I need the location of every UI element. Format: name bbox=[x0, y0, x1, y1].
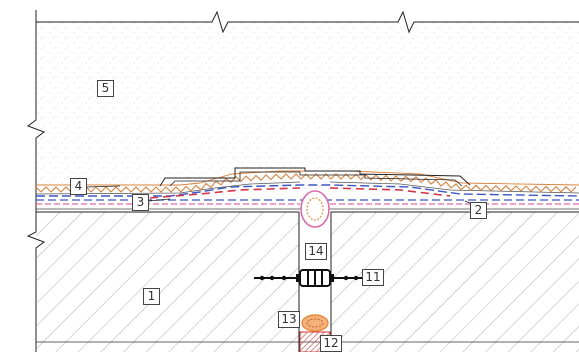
label-4: 4 bbox=[70, 178, 87, 195]
membrane-layers bbox=[35, 181, 579, 210]
label-5: 5 bbox=[97, 80, 114, 97]
item-13-backer-rod bbox=[301, 314, 329, 332]
label-2: 2 bbox=[470, 202, 487, 219]
item-11-anchor bbox=[254, 269, 366, 287]
top-break-line bbox=[36, 10, 579, 34]
layer-5-fill bbox=[36, 22, 579, 192]
label-3: 3 bbox=[132, 194, 149, 211]
layer-4-drainage-mat bbox=[35, 173, 577, 193]
joint-loop bbox=[300, 190, 330, 228]
slab-left bbox=[36, 212, 299, 352]
reinforcement-outline bbox=[159, 167, 471, 187]
label-1: 1 bbox=[143, 288, 160, 305]
label-13: 13 bbox=[278, 311, 300, 328]
label-14: 14 bbox=[305, 243, 327, 260]
slab-right bbox=[331, 212, 579, 352]
label-12: 12 bbox=[320, 335, 342, 352]
label-11: 11 bbox=[362, 269, 384, 286]
